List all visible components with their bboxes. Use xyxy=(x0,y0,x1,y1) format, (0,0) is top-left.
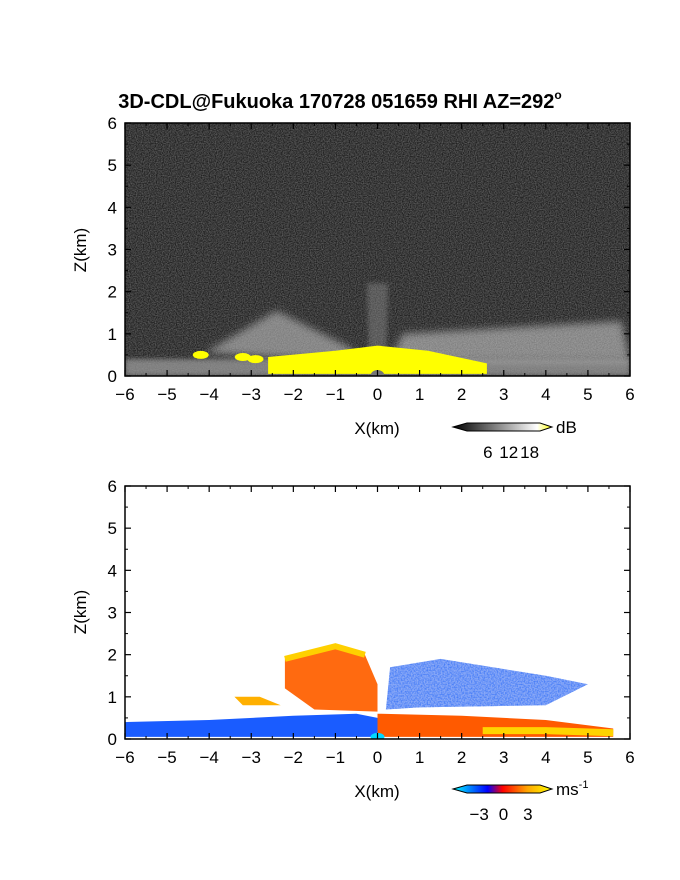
bottom-x-tick-label: 5 xyxy=(583,748,592,767)
top-x-tick-label: 5 xyxy=(583,385,592,404)
inflow-layer xyxy=(125,713,378,737)
bottom-plot-area xyxy=(125,486,630,739)
top-y-tick-label: 1 xyxy=(108,325,117,344)
top-colorbar-tick-label: 6 xyxy=(483,443,492,462)
bottom-velocity-features xyxy=(125,643,614,739)
top-x-tick-label: 2 xyxy=(457,385,466,404)
saturated-echo-area xyxy=(268,345,487,374)
top-echo-features xyxy=(125,283,630,376)
top-colorbar-tick-label: 18 xyxy=(520,443,539,462)
top-colorbar-bar xyxy=(451,422,554,432)
left-echo-fan xyxy=(205,310,353,362)
saturated-echo-spot xyxy=(192,350,209,359)
bottom-y-tick-label: 2 xyxy=(108,646,117,665)
top-plot-area xyxy=(125,123,630,376)
top-x-tick-label: −5 xyxy=(157,385,176,404)
top-y-tick-label: 0 xyxy=(108,367,117,386)
bottom-x-tick-label: −6 xyxy=(115,748,134,767)
plume-top-edge xyxy=(284,643,366,662)
bottom-colorbar-unit-exponent: -1 xyxy=(579,779,589,791)
top-colorbar-ticks: 6 12 18 xyxy=(483,443,539,462)
saturated-echo-spot xyxy=(234,353,251,362)
bottom-y-tick-label: 1 xyxy=(108,688,117,707)
bottom-axes: −6 −5 −4 −3 −2 −1 0 1 2 3 4 5 6 0 1 2 3 4 5 6 xyxy=(108,477,635,767)
top-x-tick-label: −3 xyxy=(242,385,261,404)
bottom-colorbar-tick-label: 0 xyxy=(499,805,508,824)
receding-upper-plume-core xyxy=(385,658,588,710)
bottom-y-tick-label: 4 xyxy=(108,561,117,580)
top-x-tick-label: −1 xyxy=(326,385,345,404)
top-x-tick-label: 0 xyxy=(373,385,382,404)
bottom-x-tick-label: 2 xyxy=(457,748,466,767)
bottom-x-axis-label: X(km) xyxy=(354,782,399,801)
top-colorbar: dB 6 12 18 xyxy=(451,418,577,462)
bottom-colorbar-tick-label: 3 xyxy=(523,805,532,824)
top-x-tick-label: 3 xyxy=(499,385,508,404)
bottom-colorbar-tick-label: −3 xyxy=(469,805,488,824)
right-echo-fan xyxy=(390,321,630,362)
bottom-colorbar-bar xyxy=(451,784,554,794)
bottom-x-tick-label: 1 xyxy=(415,748,424,767)
top-y-tick-label: 4 xyxy=(108,198,117,217)
bottom-x-tick-label: 0 xyxy=(373,748,382,767)
top-y-tick-label: 3 xyxy=(108,241,117,260)
bottom-y-tick-label: 3 xyxy=(108,604,117,623)
top-x-tick-label: 1 xyxy=(415,385,424,404)
top-y-tick-label: 6 xyxy=(108,114,117,133)
top-x-tick-label: −2 xyxy=(284,385,303,404)
top-x-axis-label: X(km) xyxy=(354,419,399,438)
title-suffix: o xyxy=(554,88,561,102)
top-x-tick-label: −4 xyxy=(199,385,218,404)
bottom-x-tick-label: −2 xyxy=(284,748,303,767)
outflow-edge xyxy=(482,727,614,737)
bottom-x-tick-label: −4 xyxy=(199,748,218,767)
bottom-x-tick-label: −5 xyxy=(157,748,176,767)
top-x-tick-label: −6 xyxy=(115,385,134,404)
top-y-axis-label: Z(km) xyxy=(71,228,90,272)
bottom-colorbar: ms-1 −3 0 3 xyxy=(451,779,588,824)
bottom-y-tick-label: 6 xyxy=(108,477,117,496)
top-y-tick-label: 5 xyxy=(108,156,117,175)
chart-title: 3D-CDL@Fukuoka 170728 051659 RHI AZ=292o xyxy=(118,88,562,113)
bottom-x-tick-label: 4 xyxy=(541,748,550,767)
top-colorbar-tick-label: 12 xyxy=(499,443,518,462)
top-y-tick-label: 2 xyxy=(108,283,117,302)
bottom-y-tick-label: 0 xyxy=(108,730,117,749)
top-x-tick-label: 4 xyxy=(541,385,550,404)
approaching-updraft-plume xyxy=(284,646,378,712)
bottom-y-tick-label: 5 xyxy=(108,519,117,538)
bottom-colorbar-ticks: −3 0 3 xyxy=(469,805,532,824)
saturated-echo-spot xyxy=(247,355,264,364)
bottom-x-tick-label: 6 xyxy=(625,748,634,767)
bottom-x-tick-label: −1 xyxy=(326,748,345,767)
bottom-colorbar-unit-base: ms xyxy=(556,780,579,799)
bottom-x-tick-label: 3 xyxy=(499,748,508,767)
bottom-y-axis-label: Z(km) xyxy=(71,590,90,634)
bottom-x-tick-label: −3 xyxy=(242,748,261,767)
top-x-tick-label: 6 xyxy=(625,385,634,404)
bottom-colorbar-unit: ms-1 xyxy=(556,779,588,799)
left-edge-streak xyxy=(234,696,281,706)
top-colorbar-unit: dB xyxy=(556,418,577,437)
top-axes: −6 −5 −4 −3 −2 −1 0 1 2 3 4 5 6 0 1 2 3 4 5 6 xyxy=(108,114,635,404)
